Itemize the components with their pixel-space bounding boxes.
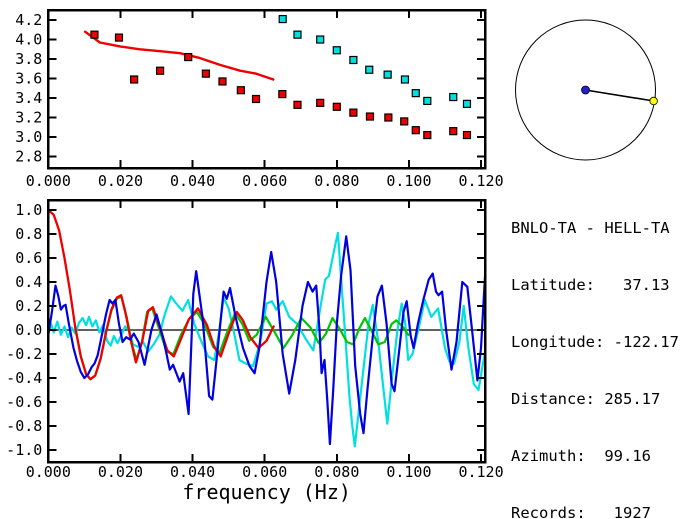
y-tick-label: -0.2 <box>6 345 42 363</box>
y-tick-label: 3.2 <box>15 109 42 127</box>
group-velocity-points-red-marker[interactable] <box>155 66 165 75</box>
group-velocity-points-cyan-marker[interactable] <box>349 55 358 65</box>
station-pair-title: BNLO-TA - HELL-TA <box>511 219 670 237</box>
y-tick-label: -0.4 <box>6 369 42 387</box>
group-velocity-points-cyan-marker[interactable] <box>462 99 472 108</box>
x-tick-label: 0.040 <box>170 463 215 481</box>
group-velocity-points-red-marker[interactable] <box>130 75 139 84</box>
x-tick-label: 0.000 <box>26 463 71 481</box>
azimuth-circle <box>515 19 656 161</box>
group-velocity-points-cyan-marker[interactable] <box>332 46 341 55</box>
group-velocity-points-red-marker[interactable] <box>332 102 341 111</box>
group-velocity-points-red-marker[interactable] <box>462 130 472 140</box>
records-line: Records: 1927 <box>511 504 651 519</box>
y-tick-label: 0.8 <box>15 225 42 243</box>
x-tick-label: 0.000 <box>26 172 71 190</box>
x-tick-label: 0.060 <box>242 172 287 190</box>
group-velocity-points-red-marker[interactable] <box>251 94 261 104</box>
group-velocity-points-cyan-marker[interactable] <box>400 75 410 84</box>
group-velocity-points-red-marker[interactable] <box>278 90 287 99</box>
group-velocity-points-red-marker[interactable] <box>423 130 432 140</box>
y-tick-label: 4.0 <box>15 31 42 49</box>
x-tick-label: 0.100 <box>386 463 431 481</box>
group-velocity-points-red-marker[interactable] <box>411 126 420 135</box>
group-velocity-points-cyan-marker[interactable] <box>293 30 302 39</box>
trace-red <box>47 208 275 381</box>
x-tick-label: 0.080 <box>314 172 359 190</box>
group-velocity-points-red-marker[interactable] <box>114 33 124 42</box>
group-velocity-points-cyan-marker[interactable] <box>316 35 325 44</box>
station-info-panel: BNLO-TA - HELL-TA Latitude: 37.13 Longit… <box>511 181 679 519</box>
group-velocity-points-red-marker[interactable] <box>90 30 99 39</box>
x-tick-label: 0.120 <box>458 172 503 190</box>
y-tick-label: -1.0 <box>6 441 42 459</box>
latitude-line: Latitude: 37.13 <box>511 276 670 294</box>
group-velocity-points-red-marker[interactable] <box>316 98 325 107</box>
group-velocity-points-red-marker[interactable] <box>400 117 409 126</box>
group-velocity-points-cyan-marker[interactable] <box>278 14 287 24</box>
x-tick-label: 0.020 <box>98 172 143 190</box>
reference-dispersion-curve <box>83 30 275 81</box>
group-velocity-points-cyan-marker[interactable] <box>423 96 432 106</box>
trace-cyan <box>47 231 487 448</box>
trace-blue <box>47 235 487 446</box>
group-velocity-points-red-marker[interactable] <box>218 77 227 86</box>
x-tick-label: 0.040 <box>170 172 215 190</box>
group-velocity-points-cyan-marker[interactable] <box>411 89 420 98</box>
y-tick-label: 3.0 <box>15 128 42 146</box>
x-axis-label: frequency (Hz) <box>182 480 351 504</box>
group-velocity-dispersion-chart[interactable]: 0.000 0.020 0.040 0.060 0.080 0.100 0.1202.83.… <box>0 0 505 195</box>
group-velocity-points-red-marker[interactable] <box>201 69 210 78</box>
azimuth-dial <box>515 19 658 161</box>
azimuth-line <box>585 89 654 102</box>
y-tick-label: 1.0 <box>15 201 42 219</box>
azimuth-line: Azimuth: 99.16 <box>511 447 651 465</box>
group-velocity-points-red-marker[interactable] <box>293 100 302 109</box>
group-velocity-points-red-marker[interactable] <box>349 108 358 117</box>
y-tick-label: 2.8 <box>15 147 42 165</box>
group-velocity-points-cyan-marker[interactable] <box>383 70 392 79</box>
y-tick-label: 3.4 <box>15 89 42 107</box>
group-velocity-points-red-marker[interactable] <box>384 113 393 122</box>
source-station-dot <box>581 85 590 95</box>
x-tick-label: 0.100 <box>386 172 431 190</box>
group-velocity-points-red-marker[interactable] <box>184 52 193 62</box>
y-tick-label: -0.6 <box>6 393 42 411</box>
waveform-spectra-chart[interactable]: 0.000 0.020 0.040 0.060 0.080 0.100 0.120 -1.0 -… <box>0 195 505 519</box>
group-velocity-points-cyan-marker[interactable] <box>365 65 374 74</box>
group-velocity-points-red-marker[interactable] <box>449 127 458 136</box>
receiver-station-dot <box>649 96 658 106</box>
group-velocity-points-cyan-marker[interactable] <box>449 92 458 102</box>
x-tick-label: 0.020 <box>98 463 143 481</box>
group-velocity-points-red-marker[interactable] <box>236 86 245 95</box>
y-tick-label: 0.6 <box>15 249 42 267</box>
x-tick-label: 0.120 <box>458 463 503 481</box>
y-tick-label: 0.4 <box>15 273 42 291</box>
longitude-line: Longitude: -122.17 <box>511 333 679 351</box>
y-tick-label: -0.8 <box>6 417 42 435</box>
y-tick-label: 3.6 <box>15 70 42 88</box>
y-tick-label: 0.2 <box>15 297 42 315</box>
distance-line: Distance: 285.17 <box>511 390 661 408</box>
x-tick-label: 0.060 <box>242 463 287 481</box>
group-velocity-points-red-marker[interactable] <box>365 112 375 121</box>
y-tick-label: 4.2 <box>15 11 42 29</box>
y-tick-label: 3.8 <box>15 50 42 68</box>
x-tick-label: 0.080 <box>314 463 359 481</box>
y-tick-label: 0.0 <box>15 321 42 339</box>
